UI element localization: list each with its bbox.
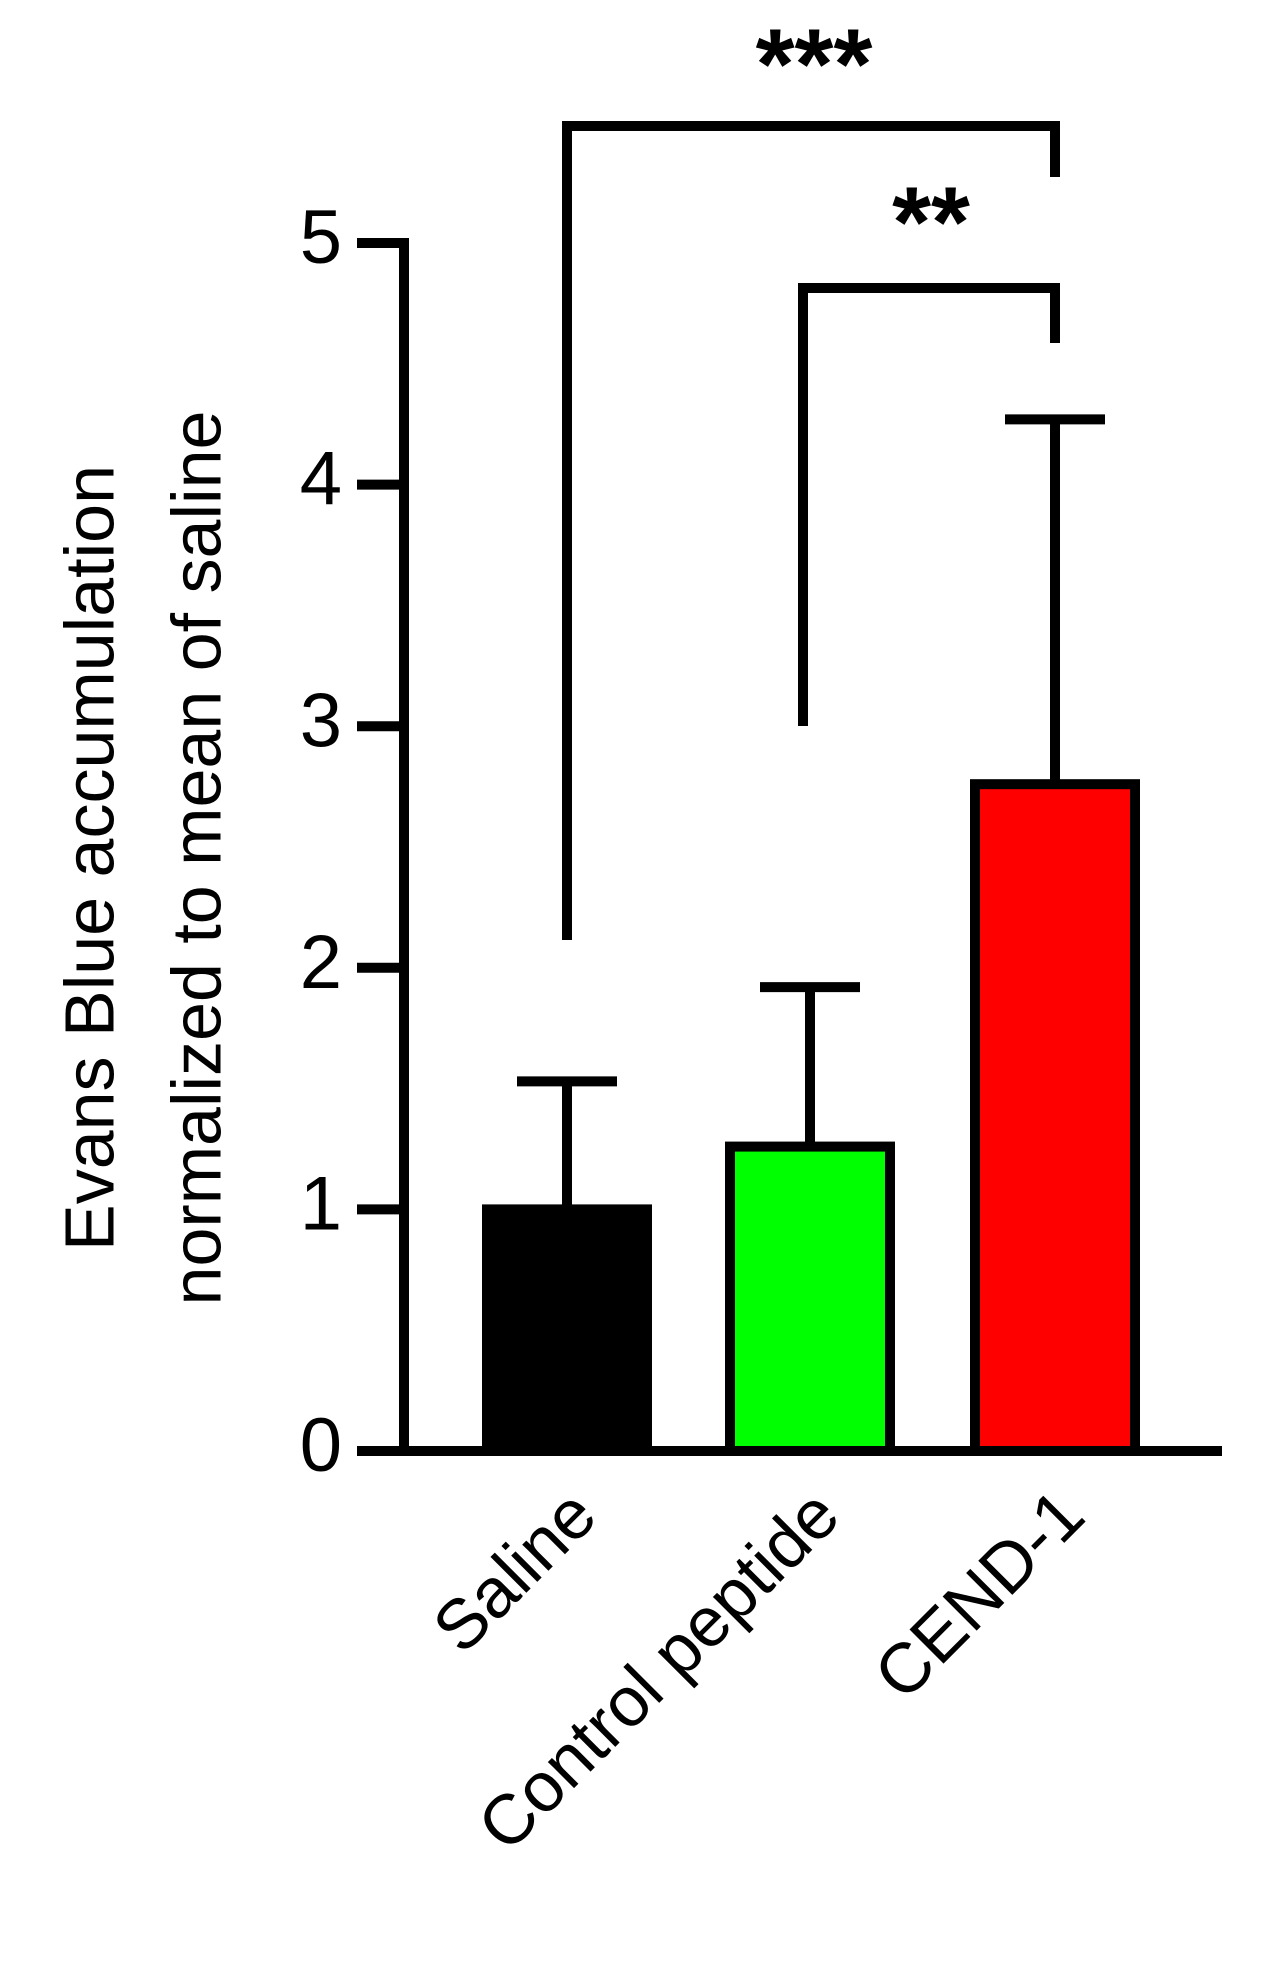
significance-bracket [798, 283, 1060, 726]
x-label-group: Saline [418, 1475, 611, 1668]
annotation: ** [892, 166, 970, 278]
y-label-group: normalized to mean of saline [157, 411, 235, 1306]
y-tick-label: 1 [300, 1161, 342, 1246]
annotation: *** [756, 8, 873, 120]
y-axis-label: Evans Blue accumulation [50, 465, 128, 1251]
y-axis-label: normalized to mean of saline [157, 411, 235, 1306]
x-label-group: CEND-1 [859, 1475, 1098, 1714]
y-tick-label: 2 [300, 920, 342, 1005]
bar [482, 1204, 652, 1457]
y-tick-label: 0 [300, 1403, 342, 1488]
x-tick-label: CEND-1 [859, 1475, 1098, 1714]
bar [725, 1141, 895, 1456]
significance-bracket [562, 121, 1060, 940]
y-tick-label: 3 [300, 678, 342, 763]
y-tick-label: 5 [300, 195, 342, 280]
x-tick-label: Saline [418, 1475, 611, 1668]
y-label-group: Evans Blue accumulation [50, 465, 128, 1251]
y-tick-label: 4 [300, 437, 342, 522]
bar [970, 779, 1140, 1456]
